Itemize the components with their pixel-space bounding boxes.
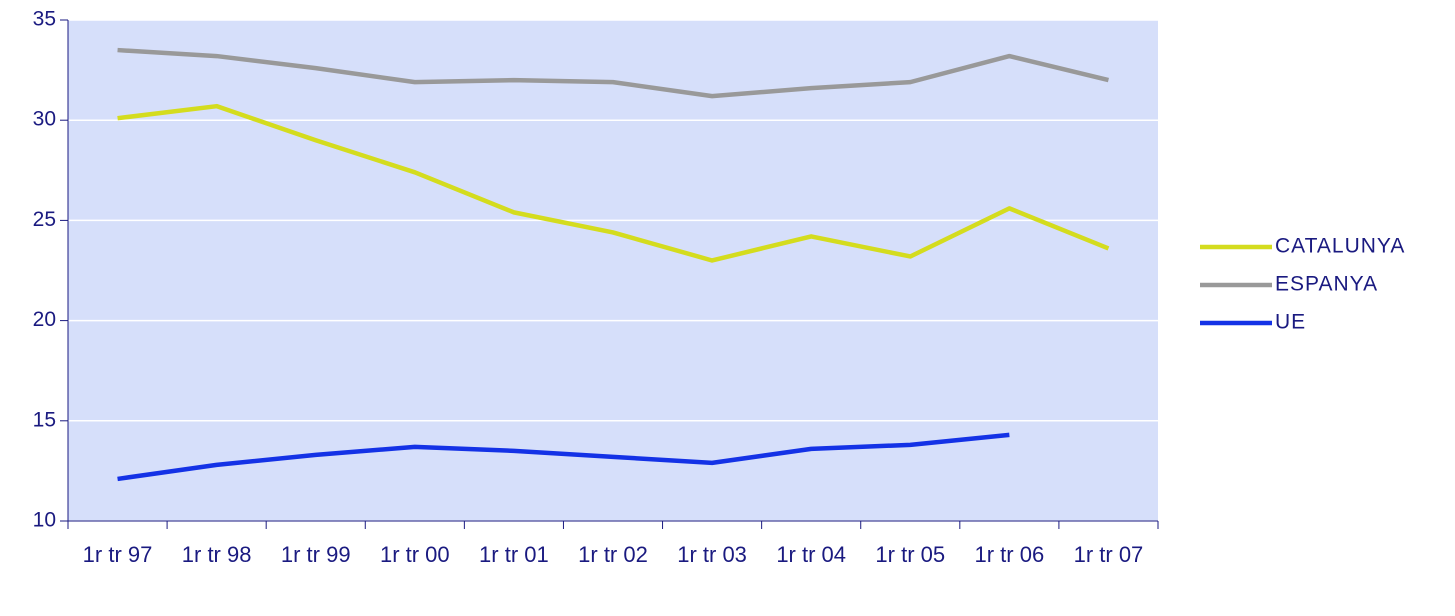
y-tick-label: 20 [33, 308, 56, 331]
legend-label: UE [1275, 311, 1306, 334]
x-tick-label: 1r tr 07 [1073, 542, 1144, 567]
x-tick-label: 1r tr 00 [379, 542, 450, 567]
series-line [117, 47, 1109, 99]
x-tick-label: 1r tr 02 [578, 542, 648, 567]
series-line [117, 103, 1110, 263]
x-tick-label: 1r tr 04 [776, 542, 847, 567]
y-tick-label: 25 [33, 208, 56, 231]
x-tick-label: 1r tr 01 [479, 542, 549, 567]
x-tick-label: 1r tr 99 [280, 542, 351, 567]
legend-label: CATALUNYA [1275, 235, 1405, 258]
y-tick-label: 35 [33, 8, 56, 31]
y-tick-label: 30 [33, 108, 56, 131]
x-tick-label: 1r tr 98 [181, 542, 252, 567]
x-tick-label: 1r tr 06 [974, 542, 1045, 567]
series-line [117, 432, 1010, 482]
plot-area [68, 20, 1158, 521]
x-tick-label: 1r tr 97 [82, 542, 153, 567]
x-tick-label: 1r tr 03 [677, 542, 747, 567]
x-tick-label: 1r tr 05 [875, 542, 946, 567]
y-tick-label: 10 [33, 509, 56, 532]
legend-label: ESPANYA [1275, 273, 1378, 296]
y-tick-label: 15 [33, 408, 56, 431]
